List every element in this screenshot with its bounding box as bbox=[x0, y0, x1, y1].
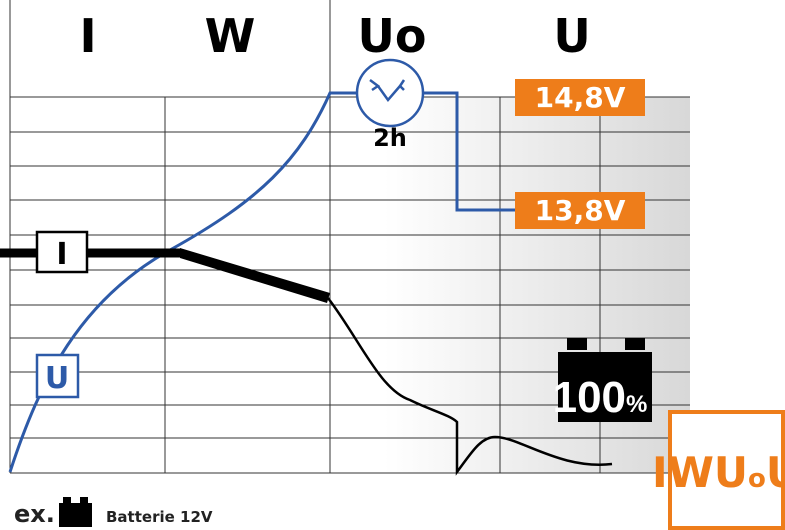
current-label: I bbox=[56, 237, 67, 272]
footer-prefix: ex. bbox=[14, 500, 55, 528]
logo-text: U bbox=[766, 448, 785, 497]
battery-charge-number: 100 bbox=[553, 373, 626, 422]
phase-label: Uo bbox=[358, 9, 427, 63]
voltage-badge bbox=[515, 79, 645, 116]
voltage-box bbox=[35, 353, 80, 399]
voltage-label: U bbox=[45, 361, 69, 396]
timer-label: 2h bbox=[373, 124, 407, 152]
current-box bbox=[35, 230, 89, 274]
logo-text: o bbox=[748, 464, 766, 494]
timer-arrows bbox=[369, 79, 406, 103]
voltage-value: 13,8V bbox=[535, 194, 626, 227]
grid bbox=[9, 0, 690, 474]
battery-terminal bbox=[63, 497, 71, 503]
logo-text: IWU bbox=[652, 448, 748, 497]
phase-label: I bbox=[79, 9, 96, 63]
battery-terminal bbox=[567, 338, 587, 350]
battery-terminal bbox=[625, 338, 645, 350]
logo: IWUoU bbox=[652, 448, 785, 497]
logo-box bbox=[668, 410, 785, 530]
battery-icon bbox=[558, 352, 652, 422]
current-curve bbox=[327, 297, 613, 476]
current-curve bbox=[180, 248, 330, 303]
battery-charge-unit: % bbox=[626, 391, 647, 418]
battery-icon bbox=[59, 503, 92, 527]
phase-label: U bbox=[553, 9, 590, 63]
footer-battery: Batterie 12V bbox=[106, 508, 213, 526]
voltage-value: 14,8V bbox=[535, 81, 626, 114]
phase-label: W bbox=[205, 9, 256, 63]
battery-charge: 100% bbox=[553, 373, 648, 422]
timer-icon bbox=[355, 58, 425, 128]
battery-terminal bbox=[80, 497, 88, 503]
voltage-badge bbox=[515, 192, 645, 229]
